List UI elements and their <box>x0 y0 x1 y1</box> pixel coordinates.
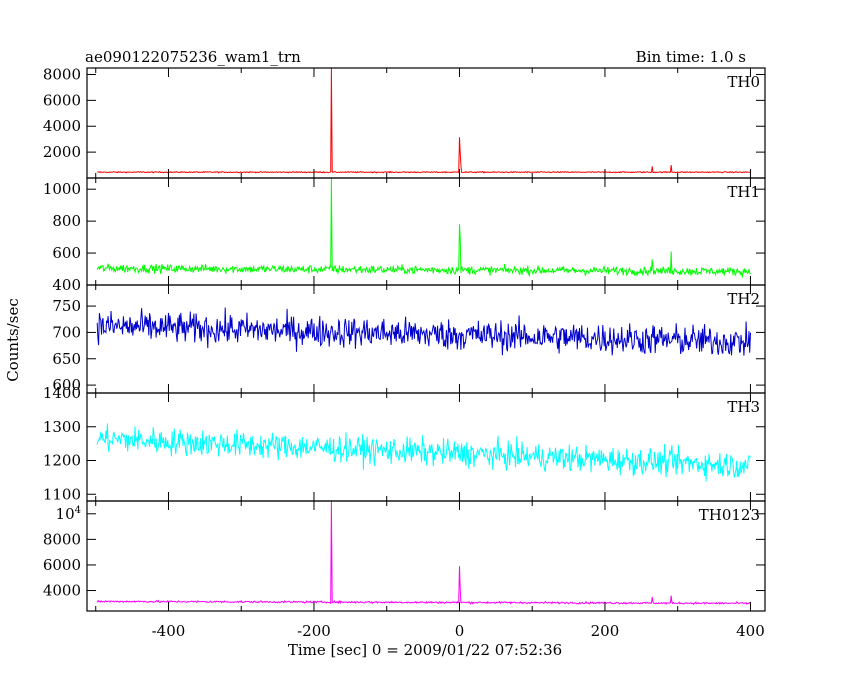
y-tick-label: 8000 <box>43 530 81 548</box>
panel-name-label: TH0 <box>727 73 760 91</box>
bin-time-label: Bin time: 1.0 s <box>636 48 746 66</box>
x-tick-label: 0 <box>455 622 465 640</box>
y-tick-label: 1400 <box>43 384 81 402</box>
panel-frame <box>86 500 766 612</box>
panel-th0123: 4000 6000 8000 104 TH0123 <box>43 500 766 612</box>
y-tick-label: 1000 <box>43 180 81 198</box>
x-axis-label: Time [sec] 0 = 2009/01/22 07:52:36 <box>288 641 562 659</box>
panel-name-label: TH1 <box>727 183 760 201</box>
y-tick-label: 8000 <box>43 65 81 83</box>
y-tick-label: 4000 <box>43 117 81 135</box>
y-tick-label: 104 <box>56 505 81 523</box>
y-tick-label: 4000 <box>43 582 81 600</box>
y-tick-label: 6000 <box>43 91 81 109</box>
y-tick-label: 1100 <box>43 485 81 503</box>
series-th0123 <box>96 500 751 606</box>
y-axis-label: Counts/sec <box>4 298 22 382</box>
y-tick-label: 750 <box>52 297 81 315</box>
panel-name-label: TH2 <box>727 290 760 308</box>
y-tick-label: 400 <box>52 276 81 294</box>
panel-th1: 400 600 800 1000 TH1 <box>43 177 766 294</box>
x-tick-label: 400 <box>736 622 765 640</box>
x-tick-label: -400 <box>152 622 186 640</box>
panel-name-label: TH0123 <box>699 506 760 524</box>
series-th1 <box>96 177 751 279</box>
x-tick-label: -200 <box>297 622 331 640</box>
y-tick-label: 700 <box>52 323 81 341</box>
panel-th2: 600 650 700 750 TH2 <box>52 284 766 394</box>
y-tick-label: 600 <box>52 376 81 394</box>
series-th3 <box>96 423 751 482</box>
y-tick-label: 600 <box>52 244 81 262</box>
y-tick-label: 2000 <box>43 143 81 161</box>
chart-title: ae090122075236_wam1_trn <box>85 48 301 66</box>
y-tick-label: 650 <box>52 350 81 368</box>
panel-th0: 2000 4000 6000 8000 TH0 <box>43 65 766 179</box>
panel-name-label: TH3 <box>727 398 760 416</box>
series-th0 <box>97 67 751 174</box>
y-tick-label: 1200 <box>43 452 81 470</box>
y-tick-label: 800 <box>52 212 81 230</box>
y-tick-label: 1300 <box>43 418 81 436</box>
panel-frame <box>86 392 766 502</box>
series-th2 <box>96 307 751 356</box>
y-tick-label: 6000 <box>43 556 81 574</box>
panel-frame <box>86 67 766 179</box>
x-tick-label: 200 <box>591 622 620 640</box>
panel-th3: 1100 1200 1300 1400 TH3 <box>43 384 766 503</box>
